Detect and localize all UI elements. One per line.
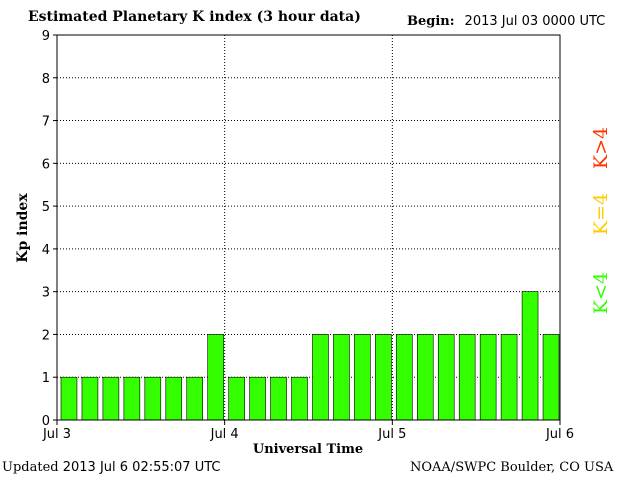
kp-bar [291, 376, 308, 421]
y-tick-label: 7 [42, 115, 50, 130]
x-tick-label: Jul 4 [210, 427, 239, 442]
kp-bar [312, 334, 329, 421]
kp-bar [81, 376, 99, 421]
kp-bar [333, 334, 350, 421]
y-tick-label: 1 [42, 371, 50, 386]
kp-bar [207, 334, 224, 421]
kp-bar [186, 376, 204, 421]
y-tick-label: 9 [42, 29, 50, 44]
begin-label: Begin: [407, 14, 455, 29]
kp-bar [375, 334, 392, 421]
x-tick-layer: Jul 3 Jul 4 Jul 5 Jul 6 [42, 420, 574, 442]
kp-bar [354, 334, 371, 421]
kp-bar [165, 376, 183, 421]
grid-layer [57, 35, 560, 420]
kp-bar [144, 376, 162, 421]
kp-bar [396, 334, 413, 421]
kp-bar [521, 291, 539, 421]
y-tick-label: 5 [42, 200, 50, 215]
kp-bar [270, 376, 287, 421]
credit-text: NOAA/SWPC Boulder, CO USA [410, 460, 614, 475]
kp-bar [437, 334, 455, 421]
kp-bar [102, 376, 120, 421]
x-tick-label: Jul 5 [377, 427, 406, 442]
y-tick-label: 8 [42, 72, 50, 87]
kp-bar [416, 334, 434, 421]
begin-value: 2013 Jul 03 0000 UTC [464, 14, 606, 29]
kp-bar [479, 334, 497, 421]
kp-bar [249, 376, 266, 421]
updated-readout: Updated 2013 Jul 6 02:55:07 UTC [2, 460, 220, 475]
y-tick-label: 4 [42, 243, 50, 258]
legend-entry: K=4 [590, 193, 612, 235]
updated-label: Updated [2, 460, 59, 475]
kp-bar [542, 334, 560, 421]
kp-bar [228, 376, 245, 421]
kp-bar [123, 376, 141, 421]
bar-layer [60, 291, 560, 421]
legend: K>4 K=4 K<4 [590, 127, 612, 314]
begin-readout: Begin: 2013 Jul 03 0000 UTC [407, 14, 605, 29]
legend-entry: K>4 [590, 127, 612, 169]
x-tick-label: Jul 6 [545, 427, 574, 442]
legend-entry: K<4 [590, 272, 612, 314]
x-tick-label: Jul 3 [42, 427, 71, 442]
chart-title: Estimated Planetary K index (3 hour data… [28, 9, 361, 25]
plot-frame [56, 34, 561, 421]
y-tick-layer: 0 1 2 3 4 5 6 7 8 9 [42, 29, 57, 429]
updated-value: 2013 Jul 6 02:55:07 UTC [62, 460, 221, 475]
y-tick-label: 2 [42, 328, 50, 343]
y-tick-label: 3 [42, 286, 50, 301]
kp-bar [500, 334, 518, 421]
y-tick-label: 0 [42, 414, 50, 429]
kp-bar [458, 334, 476, 421]
y-axis-label: Kp index [15, 193, 31, 263]
y-tick-label: 6 [42, 157, 50, 172]
x-axis-label: Universal Time [253, 442, 363, 457]
kp-bar [60, 376, 78, 421]
